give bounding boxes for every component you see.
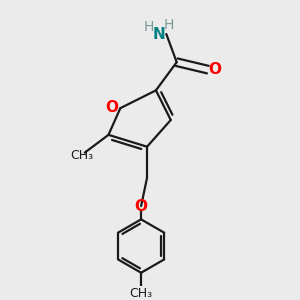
Text: H: H: [164, 17, 175, 32]
Text: O: O: [106, 100, 118, 115]
Text: CH₃: CH₃: [130, 287, 153, 300]
Text: O: O: [209, 62, 222, 77]
Text: O: O: [134, 199, 147, 214]
Text: N: N: [152, 26, 165, 41]
Text: H: H: [143, 20, 154, 34]
Text: CH₃: CH₃: [70, 149, 93, 162]
